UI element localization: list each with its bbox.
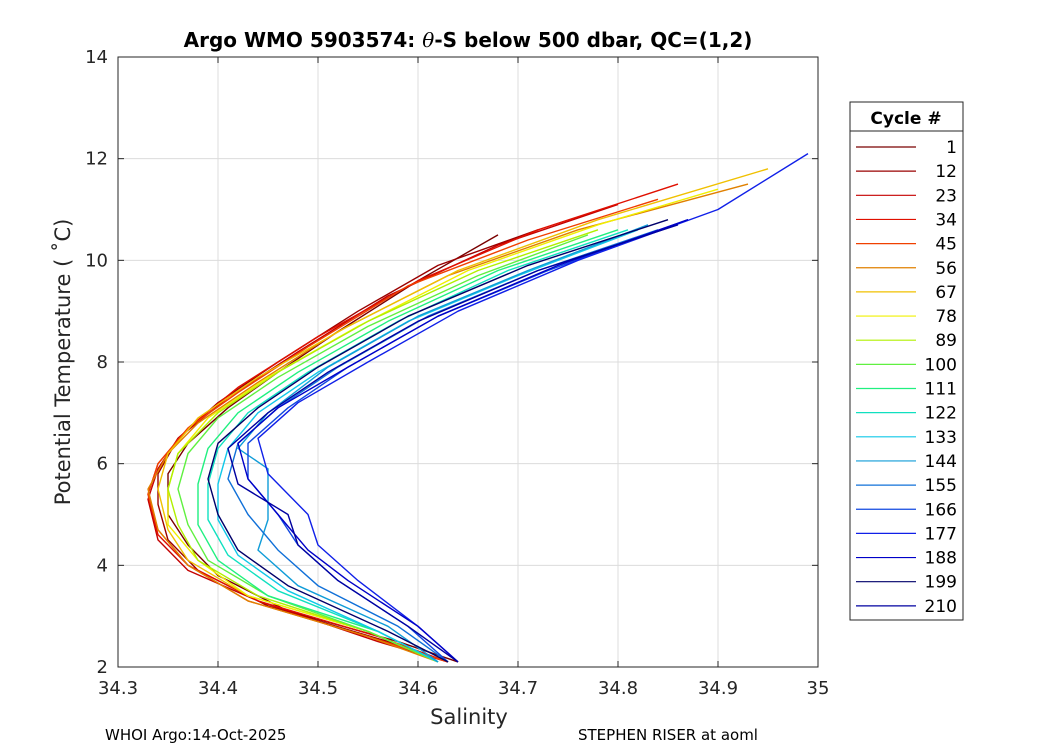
- legend-label-cycle-188: 188: [925, 549, 957, 569]
- x-tick-label: 34.4: [198, 678, 238, 699]
- series-line-cycle-177: [257, 153, 809, 663]
- legend-label-cycle-177: 177: [925, 524, 957, 544]
- legend-label-cycle-166: 166: [925, 500, 957, 520]
- series-line-cycle-188: [237, 219, 689, 663]
- legend: Cycle # 1 12 23 34 45 56 67 78 89 100 111 122 133 144…: [849, 101, 964, 621]
- series-line-cycle-12: [157, 229, 539, 663]
- legend-label-cycle-210: 210: [925, 597, 957, 617]
- x-tick-label: 34.7: [498, 678, 538, 699]
- legend-title: Cycle #: [870, 109, 941, 129]
- legend-label-cycle-111: 111: [925, 380, 957, 400]
- y-tick-label: 10: [85, 250, 108, 271]
- y-tick-label: 14: [85, 47, 108, 68]
- axis-ticks: 34.3 34.4 34.5 34.6 34.7 34.8 34.9 35 2 4 6 8 10 12 14: [85, 47, 829, 699]
- series-line-cycle-199: [207, 219, 669, 663]
- series-line-cycle-144: [237, 224, 649, 663]
- series-line-cycle-111: [197, 229, 619, 663]
- y-tick-label: 6: [97, 454, 108, 475]
- footer-right: STEPHEN RISER at aoml: [578, 726, 758, 744]
- chart-title-suffix: -S below 500 dbar, QC=(1,2): [434, 28, 752, 52]
- x-tick-label: 34.6: [398, 678, 438, 699]
- legend-label-cycle-122: 122: [925, 404, 957, 424]
- legend-label-cycle-155: 155: [925, 476, 957, 496]
- series-line-cycle-166: [247, 219, 689, 663]
- series-line-cycle-34: [147, 183, 679, 663]
- legend-label-cycle-89: 89: [935, 331, 957, 351]
- legend-items: 1 12 23 34 45 56 67 78 89 100 111 122 133 144 155 166 17…: [856, 138, 957, 617]
- y-tick-label: 12: [85, 149, 108, 170]
- x-tick-label: 34.3: [98, 678, 138, 699]
- legend-label-cycle-23: 23: [935, 186, 957, 206]
- legend-label-cycle-100: 100: [925, 355, 957, 375]
- legend-label-cycle-67: 67: [935, 283, 957, 303]
- legend-label-cycle-1: 1: [946, 138, 957, 158]
- legend-label-cycle-199: 199: [925, 573, 957, 593]
- y-tick-label: 2: [97, 657, 108, 678]
- legend-label-cycle-45: 45: [935, 235, 957, 255]
- legend-label-cycle-56: 56: [935, 259, 957, 279]
- legend-label-cycle-34: 34: [935, 210, 957, 230]
- series-line-cycle-89: [167, 229, 599, 663]
- footer-left: WHOI Argo:14-Oct-2025: [105, 726, 287, 744]
- x-tick-label: 34.9: [698, 678, 738, 699]
- x-axis-label: Salinity: [430, 705, 508, 729]
- chart-title-prefix: Argo WMO 5903574:: [184, 28, 423, 52]
- y-axis-label: Potential Temperature ( ˚C): [51, 219, 75, 506]
- series-lines: [147, 153, 809, 663]
- grid-lines: [117, 56, 819, 668]
- x-tick-label: 34.5: [298, 678, 338, 699]
- series-line-cycle-133: [217, 229, 639, 663]
- y-tick-label: 4: [97, 555, 108, 576]
- y-tick-label: 8: [97, 352, 108, 373]
- x-tick-label: 34.8: [598, 678, 638, 699]
- chart-title: Argo WMO 5903574: θ-S below 500 dbar, QC…: [184, 28, 753, 52]
- legend-label-cycle-144: 144: [925, 452, 957, 472]
- x-tick-label: 35: [807, 678, 830, 699]
- legend-label-cycle-12: 12: [935, 162, 957, 182]
- legend-label-cycle-133: 133: [925, 428, 957, 448]
- series-line-cycle-210: [227, 224, 679, 663]
- legend-label-cycle-78: 78: [935, 307, 957, 327]
- series-line-cycle-45: [147, 198, 659, 663]
- chart-title-symbol: θ: [422, 28, 434, 52]
